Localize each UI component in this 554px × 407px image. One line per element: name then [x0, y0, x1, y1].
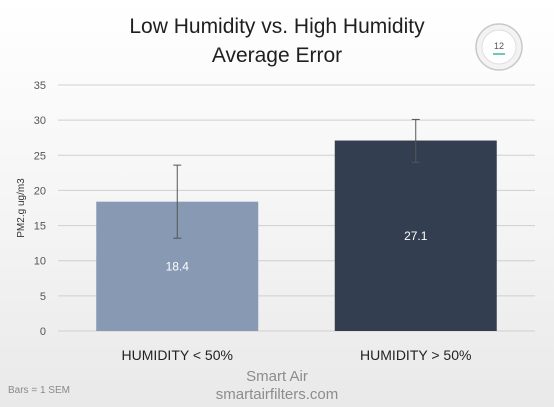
brand-name: Smart Air — [246, 368, 308, 385]
chart-title-line-2: Average Error — [211, 44, 343, 67]
data-labels: 18.4 27.1 — [166, 229, 428, 274]
x-category-label: HUMIDITY > 50% — [360, 347, 471, 363]
brand-url: smartairfilters.com — [215, 386, 339, 403]
y-axis-label: PM2.g ug/m3 — [16, 178, 27, 238]
x-category-label: HUMIDITY < 50% — [122, 347, 233, 363]
y-tick-label: 10 — [34, 256, 46, 268]
bar — [334, 140, 497, 331]
bars — [96, 140, 497, 331]
chart-title-line-1: Low Humidity vs. High Humidity — [129, 15, 425, 38]
air-quality-monitor-icon: 12 — [475, 23, 523, 71]
y-axis-ticks: 0 5 10 15 20 25 30 35 — [34, 80, 46, 338]
error-bars — [173, 118, 420, 239]
x-axis-categories: HUMIDITY < 50% HUMIDITY > 50% — [122, 347, 472, 363]
footnote: Bars = 1 SEM — [8, 385, 70, 396]
y-tick-label: 5 — [40, 291, 46, 303]
device-reading: 12 — [494, 41, 504, 51]
y-tick-label: 35 — [34, 80, 46, 92]
y-tick-label: 15 — [34, 221, 46, 233]
y-tick-label: 20 — [34, 185, 46, 197]
y-tick-label: 30 — [34, 115, 46, 127]
bar-value-label: 27.1 — [404, 229, 428, 243]
y-tick-label: 0 — [40, 326, 46, 338]
bar-value-label: 18.4 — [166, 259, 190, 273]
chart-title: Low Humidity vs. High Humidity Average E… — [0, 12, 554, 70]
y-tick-label: 25 — [34, 150, 46, 162]
